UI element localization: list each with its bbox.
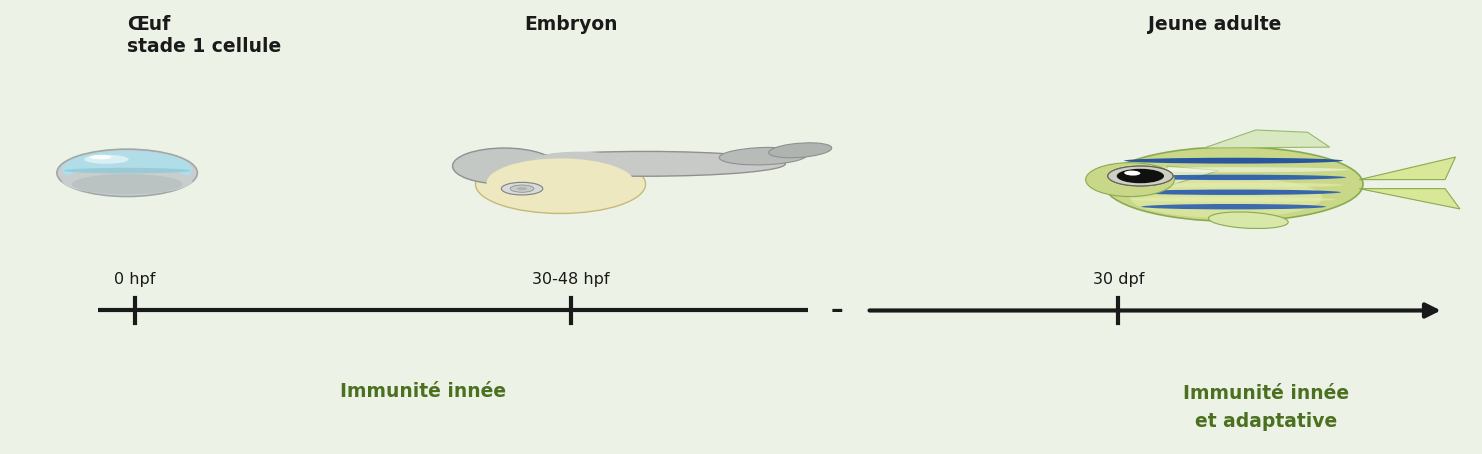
- Ellipse shape: [1126, 190, 1341, 195]
- Circle shape: [1126, 171, 1140, 176]
- Polygon shape: [1359, 157, 1455, 180]
- Circle shape: [1109, 166, 1172, 186]
- Ellipse shape: [1208, 212, 1288, 228]
- Ellipse shape: [1104, 147, 1363, 222]
- Text: Immunité innée: Immunité innée: [339, 382, 505, 401]
- Ellipse shape: [71, 174, 182, 194]
- Ellipse shape: [476, 155, 646, 213]
- Text: 30 dpf: 30 dpf: [1092, 272, 1144, 287]
- Ellipse shape: [56, 149, 197, 197]
- Polygon shape: [1359, 189, 1460, 209]
- Circle shape: [1109, 166, 1172, 186]
- Ellipse shape: [1119, 167, 1349, 172]
- Ellipse shape: [64, 168, 191, 173]
- Text: 30-48 hpf: 30-48 hpf: [532, 272, 609, 287]
- Ellipse shape: [1086, 163, 1174, 197]
- Circle shape: [1125, 171, 1138, 175]
- Ellipse shape: [531, 152, 627, 173]
- Ellipse shape: [89, 155, 111, 159]
- Ellipse shape: [1122, 175, 1346, 180]
- Circle shape: [1119, 169, 1162, 183]
- Polygon shape: [1166, 166, 1218, 187]
- Ellipse shape: [1131, 178, 1322, 218]
- Polygon shape: [1203, 130, 1329, 148]
- Text: Immunité innée
et adaptative: Immunité innée et adaptative: [1183, 384, 1349, 431]
- Ellipse shape: [486, 158, 634, 208]
- Ellipse shape: [504, 152, 785, 176]
- Text: 0 hpf: 0 hpf: [114, 272, 156, 287]
- Ellipse shape: [510, 185, 534, 192]
- Ellipse shape: [62, 151, 193, 188]
- Ellipse shape: [62, 168, 193, 194]
- Ellipse shape: [769, 143, 831, 158]
- Ellipse shape: [517, 187, 528, 190]
- Ellipse shape: [501, 168, 568, 187]
- Ellipse shape: [1141, 204, 1326, 209]
- Circle shape: [1117, 169, 1163, 183]
- Text: Œuf
stade 1 cellule: Œuf stade 1 cellule: [127, 15, 282, 56]
- Ellipse shape: [501, 183, 542, 195]
- Ellipse shape: [1125, 183, 1343, 188]
- Ellipse shape: [1132, 197, 1335, 202]
- Ellipse shape: [719, 148, 808, 165]
- Ellipse shape: [84, 155, 129, 164]
- Text: Embryon: Embryon: [525, 15, 618, 34]
- Ellipse shape: [67, 162, 133, 175]
- Ellipse shape: [452, 148, 556, 184]
- Text: Jeune adulte: Jeune adulte: [1147, 15, 1280, 34]
- Ellipse shape: [1125, 158, 1343, 163]
- Text: –: –: [831, 298, 843, 322]
